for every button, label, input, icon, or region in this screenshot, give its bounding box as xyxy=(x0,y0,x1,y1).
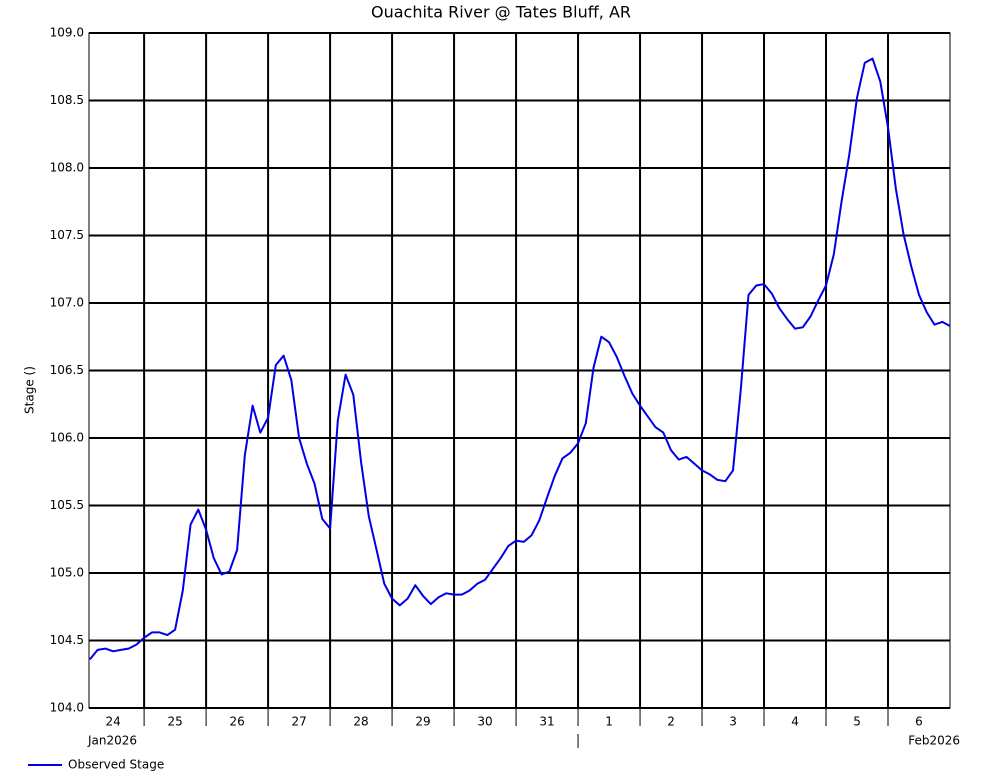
x-tick-label: 25 xyxy=(167,715,182,729)
x-tick-label: 24 xyxy=(105,715,120,729)
data-line xyxy=(89,57,951,661)
y-tick-label: 108.0 xyxy=(50,161,84,175)
y-tick-label: 104.0 xyxy=(50,701,84,715)
x-tick-label: 30 xyxy=(477,715,492,729)
x-tick-label: 3 xyxy=(729,715,737,729)
x-tick-label: 29 xyxy=(415,715,430,729)
x-tick-label: 2 xyxy=(667,715,675,729)
month-label: Feb2026 xyxy=(908,734,960,748)
y-tick-label: 106.5 xyxy=(50,363,84,377)
y-tick-label: 104.5 xyxy=(50,633,84,647)
y-tick-label: 107.0 xyxy=(50,296,84,310)
x-tick-label: 5 xyxy=(853,715,861,729)
y-axis-label: Stage () xyxy=(23,366,37,414)
legend-label: Observed Stage xyxy=(68,758,164,772)
chart-title: Ouachita River @ Tates Bluff, AR xyxy=(371,3,631,22)
y-tick-label: 105.0 xyxy=(50,566,84,580)
y-tick-label: 107.5 xyxy=(50,228,84,242)
y-tick-label: 108.5 xyxy=(50,93,84,107)
y-tick-label: 105.5 xyxy=(50,498,84,512)
x-tick-label: 4 xyxy=(791,715,799,729)
y-tick-label: 106.0 xyxy=(50,431,84,445)
x-tick-label: 31 xyxy=(539,715,554,729)
x-tick-label: 1 xyxy=(605,715,613,729)
month-label: Jan2026 xyxy=(87,734,137,748)
x-tick-label: 28 xyxy=(353,715,368,729)
y-tick-label: 109.0 xyxy=(50,26,84,40)
x-tick-label: 27 xyxy=(291,715,306,729)
x-tick-label: 26 xyxy=(229,715,244,729)
x-tick-label: 6 xyxy=(915,715,923,729)
